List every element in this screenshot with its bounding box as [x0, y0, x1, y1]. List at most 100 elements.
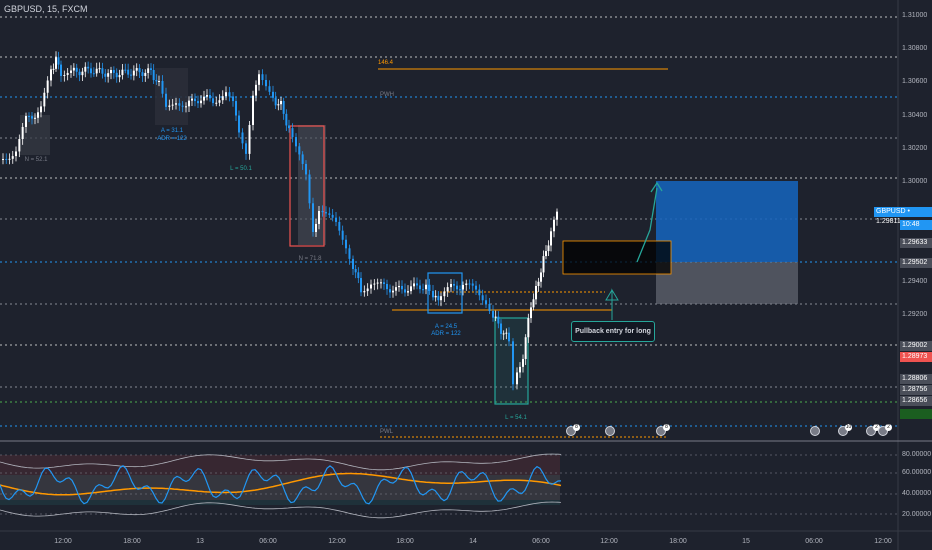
candle-body: [272, 91, 274, 98]
candle-body: [161, 81, 164, 94]
candle-body: [245, 143, 247, 154]
candle-body: [532, 299, 535, 308]
candle-body: [178, 103, 181, 106]
candle-body: [115, 72, 118, 78]
news-badge[interactable]: [605, 426, 615, 436]
candle-body: [165, 93, 167, 107]
candle-body: [8, 158, 11, 160]
candle-body: [248, 124, 251, 154]
price-tag-green: [900, 409, 932, 419]
time-tick: 12:00: [328, 538, 346, 545]
candle-body: [522, 358, 524, 367]
time-tick: 12:00: [54, 538, 72, 545]
candle-body: [235, 101, 237, 116]
price-tag: 1.29633: [900, 238, 932, 248]
news-badge[interactable]: 8: [656, 424, 670, 436]
candle-body: [194, 98, 196, 102]
candle-body: [453, 284, 455, 286]
candle-body: [550, 231, 552, 246]
candle-body: [373, 283, 376, 285]
time-tick: 14: [469, 538, 477, 545]
candle-body: [218, 100, 221, 103]
candle-body: [530, 307, 532, 319]
teal-highlight-box: [494, 317, 529, 405]
candle-body: [535, 286, 537, 300]
candle-body: [295, 137, 297, 147]
candle-body: [325, 212, 327, 214]
candle-body: [171, 104, 174, 106]
candle-body: [341, 230, 344, 240]
candle-body: [57, 57, 60, 65]
candle-body: [2, 158, 4, 160]
news-badge[interactable]: [810, 426, 820, 436]
pullback-callout[interactable]: Pullback entry for long: [571, 321, 655, 342]
price-tag: 1.28656: [900, 396, 932, 406]
callout-pointer: [605, 288, 619, 320]
candle-body: [221, 96, 224, 101]
candle-body: [376, 282, 379, 284]
candle-body: [478, 289, 481, 296]
candle-body: [90, 68, 92, 74]
candle-body: [241, 132, 244, 144]
candle-body: [335, 217, 337, 222]
rsi-signal-line: [0, 472, 562, 496]
annotation-a: A = 31.1: [160, 128, 184, 134]
candle-body: [21, 126, 24, 140]
current-price-tag: GBPUSD • 1.29811: [874, 207, 932, 225]
rsi-tick: 40.00000: [902, 490, 932, 497]
candle-body: [321, 210, 324, 213]
candle-body: [277, 104, 280, 106]
candle-body: [301, 154, 304, 164]
time-tick: 18:00: [669, 538, 687, 545]
candle-body: [197, 101, 199, 104]
candle-body: [380, 282, 382, 284]
candle-body: [168, 105, 171, 107]
candle-body: [110, 70, 112, 74]
symbol-title[interactable]: GBPUSD, 15, FXCM: [4, 4, 88, 14]
candle-body: [288, 125, 290, 129]
candle-body: [352, 258, 354, 269]
candle-body: [443, 291, 446, 297]
candle-body: [37, 112, 39, 118]
candle-body: [318, 210, 320, 224]
candle-body: [308, 174, 311, 204]
candle-body: [150, 68, 152, 70]
news-badge[interactable]: 10: [838, 424, 852, 436]
candle-body: [446, 287, 449, 292]
candle-body: [50, 69, 52, 81]
price-tag: 1.29002: [900, 341, 932, 351]
candle-body: [398, 285, 400, 288]
candle-body: [331, 214, 334, 218]
news-badge[interactable]: 8: [566, 424, 580, 436]
candle-body: [152, 69, 155, 81]
price-tag: 1.29502: [900, 258, 932, 268]
candle-body: [366, 288, 369, 292]
time-tick: 06:00: [805, 538, 823, 545]
candle-body: [209, 95, 211, 99]
news-badge[interactable]: 2: [866, 424, 880, 436]
price-tick: 1.30800: [902, 45, 928, 52]
candle-body: [188, 100, 190, 107]
candle-body: [459, 289, 461, 291]
candle-body: [465, 283, 468, 286]
candle-body: [258, 74, 260, 85]
candle-body: [392, 290, 394, 293]
pwh-label: PWH: [380, 92, 394, 98]
price-tag: 1.28973: [900, 352, 932, 362]
candle-body: [212, 98, 214, 104]
candle-body: [500, 323, 502, 334]
price-tick: 1.30200: [902, 145, 928, 152]
candle-body: [268, 86, 271, 92]
fib-label: 146.4: [378, 60, 394, 66]
annotation-adr: ADR = 122: [431, 331, 461, 337]
rsi-tick: 20.00000: [902, 511, 932, 518]
blue-highlight-box: [427, 272, 463, 314]
price-tick: 1.30000: [902, 178, 928, 185]
red-highlight-box: [289, 125, 325, 247]
time-tick: 06:00: [259, 538, 277, 545]
news-badge[interactable]: 2: [878, 424, 892, 436]
price-tick: 1.30400: [902, 112, 928, 119]
candle-body: [425, 284, 427, 290]
candle-body: [18, 139, 21, 152]
